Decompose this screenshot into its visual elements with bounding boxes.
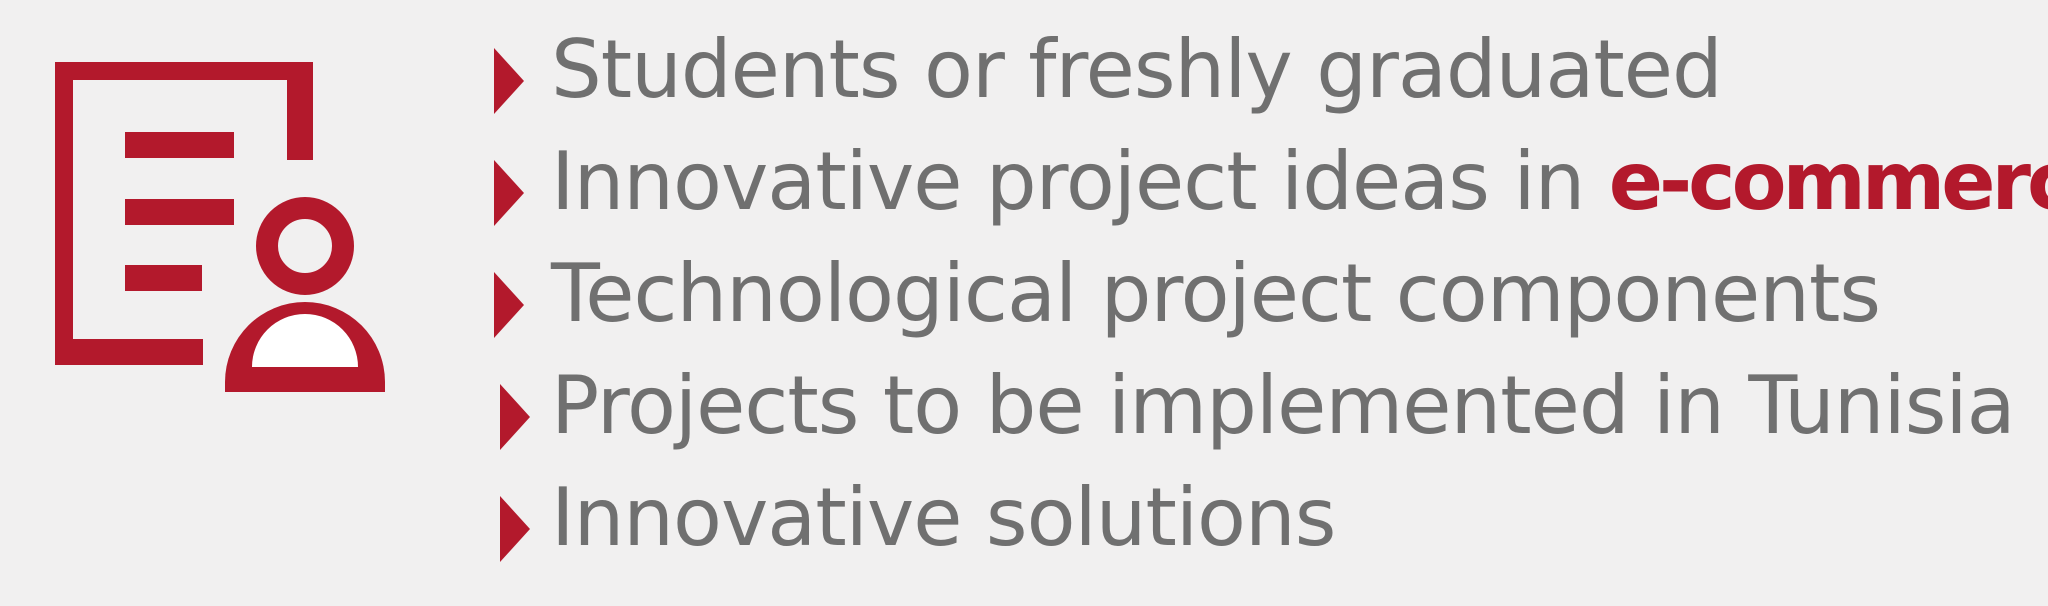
list-item: Innovative solutions [480, 462, 2040, 574]
triangle-bullet-icon [500, 384, 530, 450]
triangle-bullet-icon [494, 160, 524, 226]
item-text: Projects to be implemented in Tunisia [551, 359, 2016, 452]
list-item: Projects to be implemented in Tunisia [480, 350, 2040, 462]
item-text: Technological project components [551, 247, 1881, 340]
document-user-icon [55, 62, 385, 392]
item-text: Students or freshly graduated [551, 23, 1723, 116]
list-item: Students or freshly graduated [480, 14, 2040, 126]
triangle-bullet-icon [500, 496, 530, 562]
list-item: Innovative project ideas in e-commerce [480, 126, 2048, 238]
item-text: Innovative solutions [551, 471, 1336, 564]
triangle-bullet-icon [494, 272, 524, 338]
triangle-bullet-icon [494, 48, 524, 114]
item-text: Innovative project ideas in e-commerce [551, 132, 2048, 232]
highlight-text: e-commerce [1608, 135, 2048, 228]
criteria-list: Students or freshly graduated Innovative… [480, 14, 2048, 574]
list-item: Technological project components [480, 238, 2040, 350]
